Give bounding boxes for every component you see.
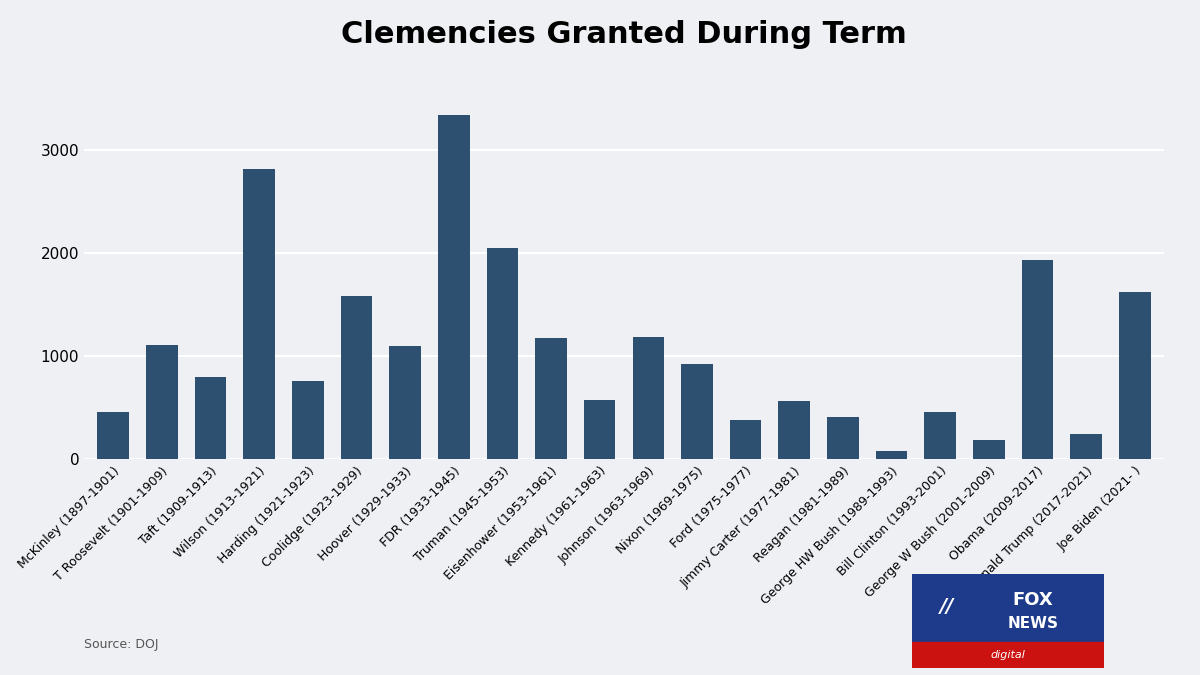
Bar: [682, 364, 713, 459]
Bar: [244, 169, 275, 459]
Bar: [341, 296, 372, 459]
Bar: [438, 115, 469, 459]
Text: NEWS: NEWS: [1008, 616, 1058, 631]
Bar: [389, 346, 421, 459]
Bar: [1118, 292, 1151, 459]
Bar: [486, 248, 518, 459]
Bar: [1070, 435, 1102, 459]
Text: //: //: [940, 597, 954, 616]
Bar: [973, 439, 1004, 459]
Bar: [912, 574, 1104, 642]
Bar: [194, 377, 227, 459]
Title: Clemencies Granted During Term: Clemencies Granted During Term: [341, 20, 907, 49]
Bar: [632, 337, 664, 459]
Bar: [146, 345, 178, 459]
Text: FOX: FOX: [1013, 591, 1054, 610]
Bar: [535, 338, 566, 459]
Bar: [924, 412, 956, 459]
Bar: [779, 401, 810, 459]
Bar: [1021, 261, 1054, 459]
Text: Source: DOJ: Source: DOJ: [84, 638, 158, 651]
Bar: [827, 417, 859, 459]
Text: digital: digital: [990, 650, 1026, 660]
Bar: [292, 381, 324, 459]
Bar: [876, 451, 907, 459]
Bar: [97, 412, 130, 459]
Bar: [584, 400, 616, 459]
Bar: [912, 642, 1104, 668]
Bar: [730, 420, 762, 459]
